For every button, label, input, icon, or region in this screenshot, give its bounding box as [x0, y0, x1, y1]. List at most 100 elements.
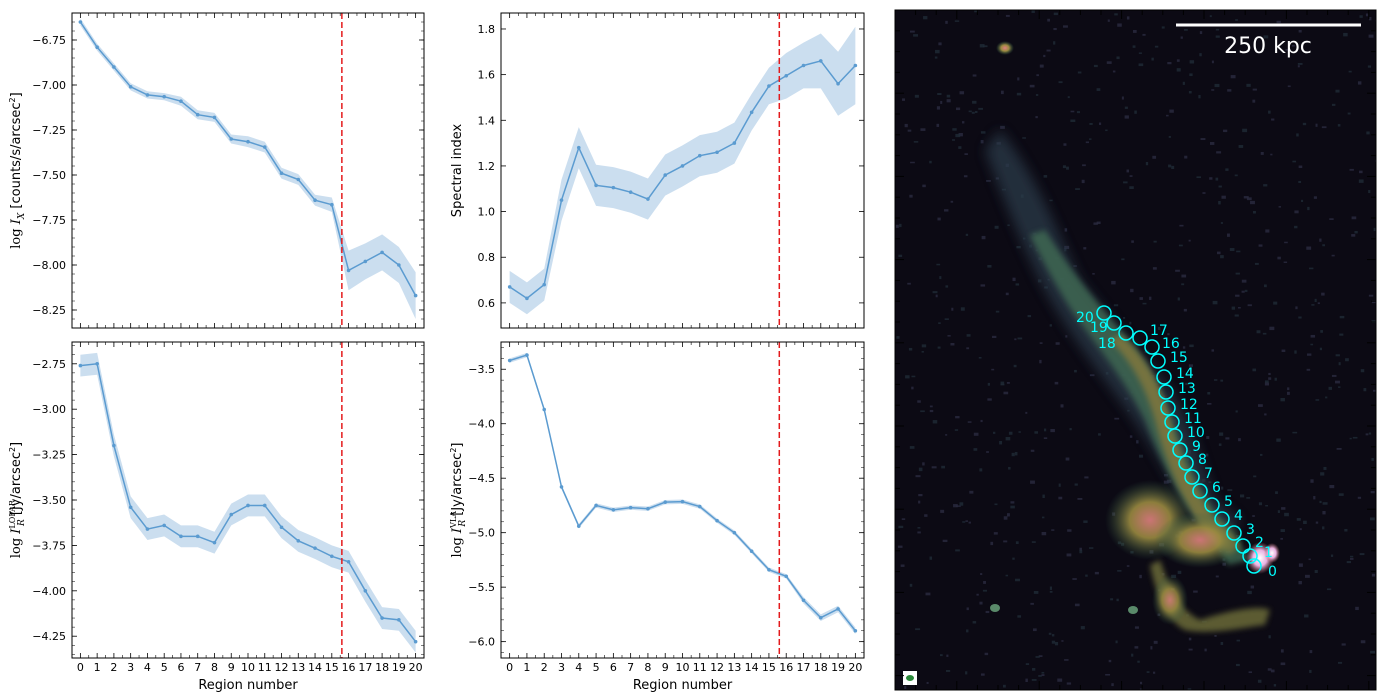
region-circle: [1150, 353, 1166, 369]
noise-speckle: [1370, 650, 1376, 654]
noise-speckle: [1357, 81, 1362, 85]
noise-speckle: [1204, 648, 1207, 652]
noise-speckle: [1013, 364, 1017, 368]
noise-speckle: [1296, 133, 1299, 137]
region-circle-label: 20: [1076, 310, 1094, 326]
noise-speckle: [1054, 641, 1059, 646]
noise-speckle: [1308, 267, 1314, 270]
noise-speckle: [1041, 674, 1045, 677]
xray-ylabel: log IX [counts/s/arcsec2]: [8, 92, 27, 248]
noise-speckle: [1265, 229, 1270, 233]
noise-speckle: [1338, 362, 1341, 366]
region-circle-label: 4: [1234, 508, 1243, 524]
scale-bar-label: 250 kpc: [1224, 34, 1312, 59]
noise-speckle: [1242, 128, 1248, 133]
lofar-xtick-label: 1: [94, 661, 101, 674]
noise-speckle: [1027, 315, 1032, 318]
noise-speckle: [958, 146, 962, 149]
noise-speckle: [909, 583, 913, 587]
noise-speckle: [1241, 279, 1247, 283]
noise-speckle: [1098, 122, 1102, 125]
noise-speckle: [1126, 16, 1130, 20]
noise-speckle: [1005, 14, 1010, 17]
vla-data-point: [646, 506, 650, 511]
lofar-data-point: [229, 512, 234, 517]
noise-speckle: [1366, 131, 1370, 135]
xray-data-point: [128, 85, 133, 89]
noise-speckle: [953, 504, 958, 508]
noise-speckle: [1304, 614, 1309, 618]
noise-speckle: [1010, 501, 1015, 504]
noise-speckle: [1076, 111, 1081, 114]
noise-speckle: [1298, 180, 1302, 184]
noise-speckle: [1153, 240, 1157, 243]
noise-speckle: [1267, 668, 1272, 671]
noise-speckle: [1369, 17, 1372, 21]
noise-speckle: [1000, 90, 1004, 95]
noise-speckle: [1311, 304, 1315, 306]
noise-speckle: [1105, 129, 1108, 132]
noise-speckle: [925, 592, 931, 596]
noise-speckle: [939, 276, 942, 280]
xray-data-point: [95, 45, 99, 49]
noise-speckle: [908, 347, 913, 351]
noise-speckle: [1129, 186, 1134, 190]
spectral-index-ylabel: Spectral index: [450, 124, 465, 218]
noise-speckle: [1036, 74, 1039, 77]
noise-speckle: [1260, 151, 1264, 155]
noise-speckle: [937, 217, 941, 221]
noise-speckle: [979, 601, 983, 605]
noise-speckle: [1060, 404, 1064, 408]
lofar-ytick-label: −4.25: [32, 630, 66, 643]
lofar-ytick-label: −3.00: [32, 403, 66, 416]
noise-speckle: [1284, 241, 1288, 244]
noise-speckle: [929, 405, 933, 408]
noise-speckle: [944, 209, 949, 212]
region-circle-label: 10: [1187, 425, 1205, 441]
noise-speckle: [1085, 141, 1090, 144]
noise-speckle: [1015, 283, 1020, 286]
noise-speckle: [918, 467, 923, 472]
noise-speckle: [1183, 28, 1188, 31]
noise-speckle: [1225, 437, 1230, 440]
noise-speckle: [1252, 99, 1256, 103]
noise-speckle: [1176, 59, 1180, 62]
lofar-xtick-label: 14: [308, 661, 322, 674]
xray-data-point: [363, 259, 368, 264]
noise-speckle: [1083, 520, 1088, 523]
noise-speckle: [918, 494, 923, 497]
lofar-xtick-label: 20: [409, 661, 423, 674]
spectral-index-data-point: [784, 73, 789, 78]
noise-speckle: [1268, 110, 1271, 114]
noise-speckle: [1069, 428, 1072, 431]
noise-speckle: [937, 346, 941, 349]
noise-speckle: [921, 344, 927, 348]
noise-speckle: [1051, 634, 1055, 637]
noise-speckle: [1220, 222, 1223, 224]
noise-speckle: [1132, 45, 1136, 48]
xray-data-point: [78, 20, 83, 24]
noise-speckle: [1260, 453, 1263, 456]
noise-speckle: [1231, 306, 1236, 310]
noise-speckle: [1042, 494, 1045, 499]
noise-speckle: [1065, 457, 1070, 461]
noise-speckle: [926, 681, 929, 684]
noise-speckle: [1360, 369, 1365, 373]
noise-speckle: [896, 336, 900, 339]
region-circle: [1178, 455, 1194, 471]
noise-speckle: [1256, 330, 1261, 334]
noise-speckle: [940, 100, 943, 104]
noise-speckle: [932, 420, 938, 424]
noise-speckle: [972, 100, 977, 104]
xray-data-point: [195, 112, 200, 117]
noise-speckle: [986, 451, 989, 453]
noise-speckle: [1140, 681, 1143, 685]
noise-speckle: [1258, 404, 1263, 407]
noise-speckle: [1360, 640, 1366, 644]
noise-speckle: [1145, 161, 1149, 166]
noise-speckle: [1250, 200, 1255, 205]
noise-speckle: [1129, 175, 1133, 177]
noise-speckle: [1205, 453, 1209, 457]
vla-xtick-label: 10: [676, 661, 690, 674]
noise-speckle: [902, 98, 906, 101]
